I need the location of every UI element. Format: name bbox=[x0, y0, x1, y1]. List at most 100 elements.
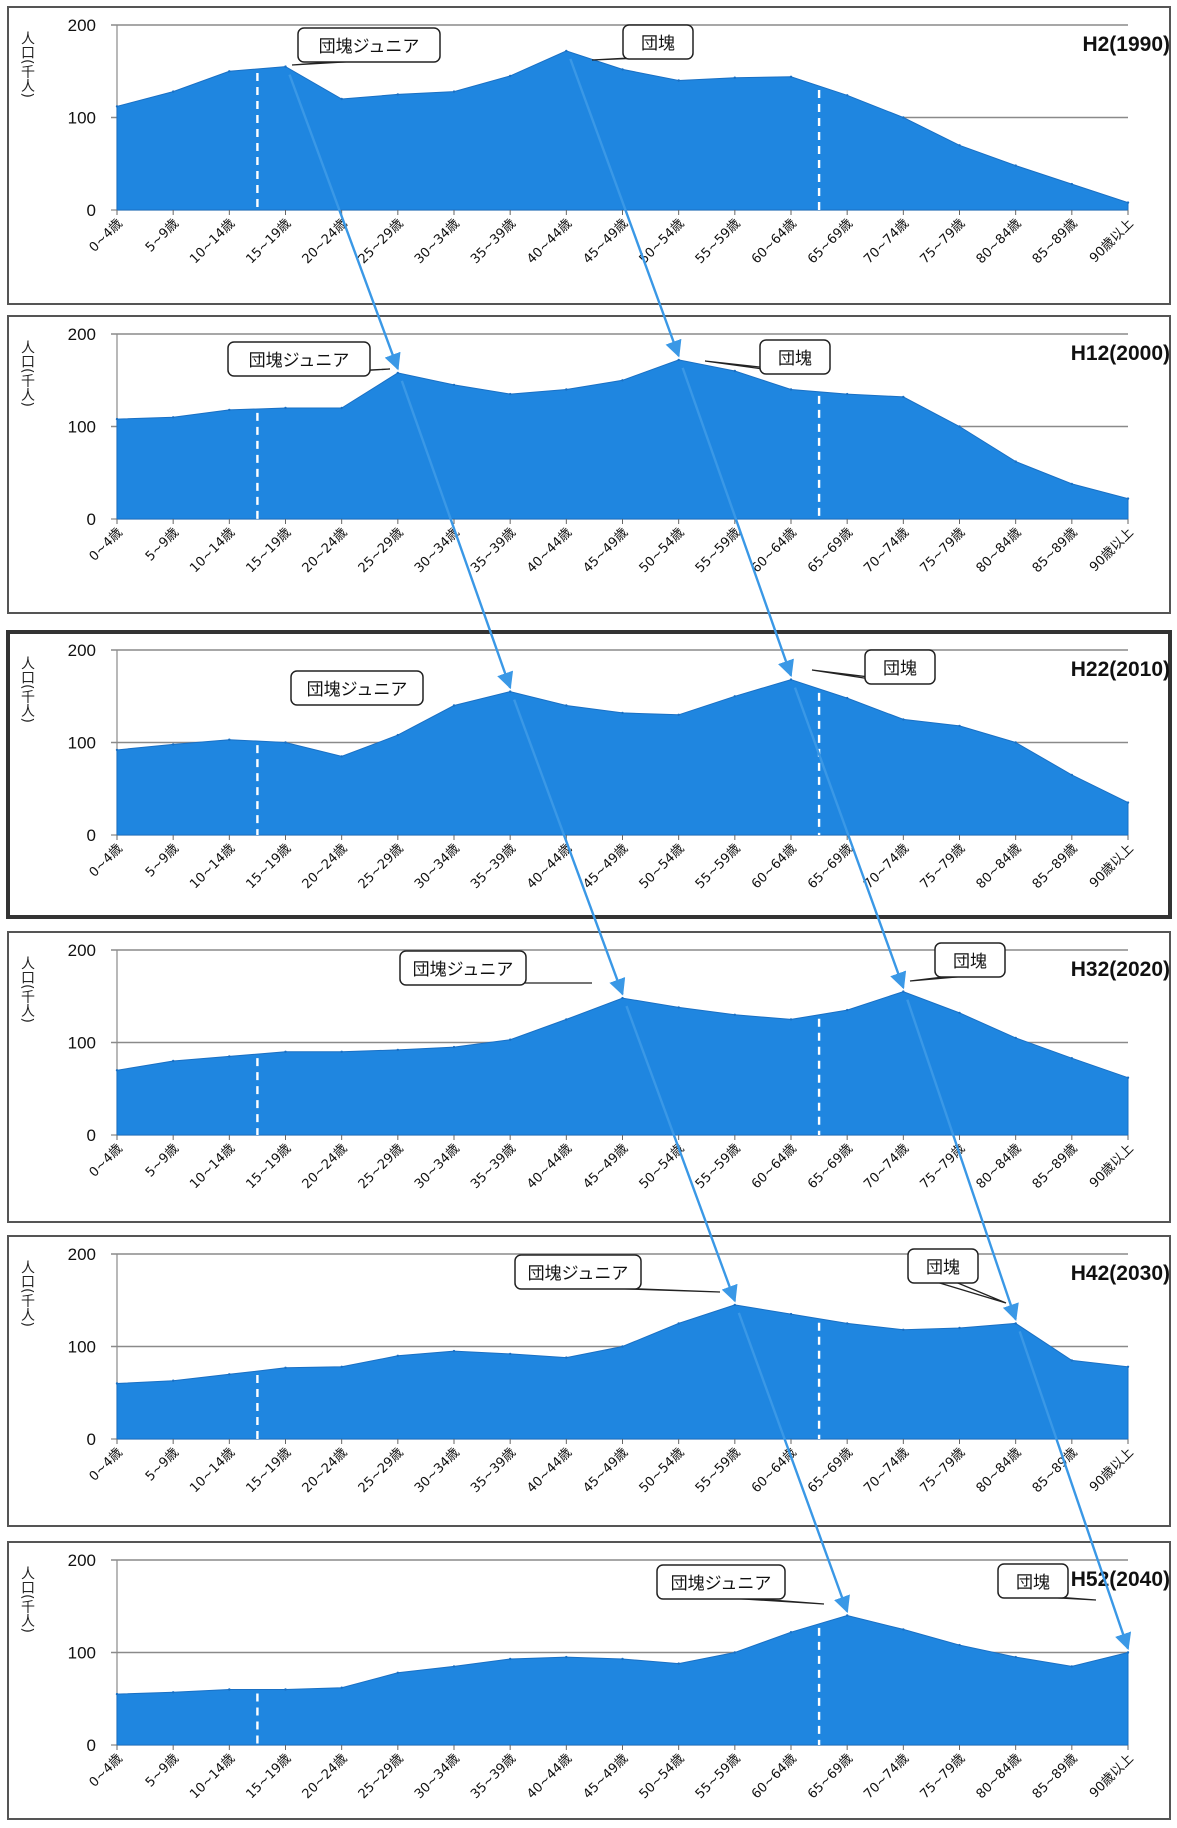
data-point bbox=[509, 1038, 512, 1041]
cohort-arrow-junior bbox=[400, 380, 514, 690]
data-point bbox=[452, 383, 456, 387]
x-tick-label: 50~54歳 bbox=[637, 841, 688, 892]
x-tick-label: 55~59歳 bbox=[693, 1751, 744, 1802]
x-tick-label: 30~34歳 bbox=[412, 841, 463, 892]
x-tick-label: 30~34歳 bbox=[412, 1445, 463, 1496]
y-axis-label: 人口(千人) bbox=[19, 31, 35, 98]
data-point bbox=[228, 1373, 231, 1376]
data-point bbox=[621, 711, 624, 715]
callout-dankai: 団塊 bbox=[811, 649, 936, 685]
callout-join bbox=[932, 1279, 954, 1282]
callout-label: 団塊ジュニア bbox=[307, 680, 408, 700]
x-tick-label: 45~49歳 bbox=[580, 525, 631, 576]
x-tick-label: 20~24歳 bbox=[300, 1751, 351, 1802]
callout-box bbox=[864, 649, 936, 685]
x-tick-label: 55~59歳 bbox=[693, 1141, 744, 1192]
data-point bbox=[1014, 1036, 1017, 1040]
x-tick-label: 15~19歳 bbox=[243, 1445, 294, 1496]
x-tick-label: 5~9歳 bbox=[143, 1445, 182, 1484]
x-tick-label: 60~64歳 bbox=[749, 841, 800, 892]
x-tick-label: 55~59歳 bbox=[693, 841, 744, 892]
y-tick-label: 200 bbox=[68, 325, 96, 344]
cohort-arrow-dankai bbox=[569, 58, 682, 358]
data-point bbox=[1070, 773, 1074, 777]
cohort-arrow-dankai bbox=[906, 999, 1019, 1321]
cohort-arrow-junior bbox=[737, 1312, 850, 1614]
x-tick-label: 15~19歳 bbox=[243, 1751, 294, 1802]
y-tick-label: 100 bbox=[68, 734, 96, 753]
x-tick-label: 75~79歳 bbox=[917, 1751, 968, 1802]
x-tick-label: 5~9歳 bbox=[143, 1751, 182, 1790]
y-tick-label: 200 bbox=[68, 1551, 96, 1570]
cohort-arrow-dankai bbox=[793, 687, 907, 990]
y-tick-label: 100 bbox=[68, 1338, 96, 1357]
cohort-arrow-dankai bbox=[1018, 1330, 1132, 1651]
data-point bbox=[1014, 164, 1017, 167]
data-point bbox=[1126, 201, 1130, 204]
data-point bbox=[340, 1365, 343, 1369]
panel-3: 人口(千人) 0 100 200 0~4歳 5~9歳 10~14歳 15~19歳 20~24歳 2… bbox=[6, 630, 1172, 919]
data-point bbox=[677, 79, 680, 82]
y-tick-label: 0 bbox=[87, 510, 96, 529]
x-tick-label: 10~14歳 bbox=[187, 525, 238, 576]
data-point bbox=[1126, 801, 1130, 804]
data-point bbox=[509, 392, 512, 396]
callout-label: 団塊 bbox=[778, 349, 812, 369]
data-point bbox=[396, 93, 399, 96]
x-tick-label: 5~9歳 bbox=[143, 841, 182, 880]
series-area bbox=[116, 991, 1129, 1136]
data-point bbox=[677, 358, 680, 362]
data-point bbox=[115, 1069, 119, 1072]
data-point bbox=[509, 690, 512, 693]
callout-label: 団塊 bbox=[641, 34, 675, 54]
x-tick-label: 75~79歳 bbox=[917, 1141, 968, 1192]
y-tick-label: 200 bbox=[68, 641, 96, 660]
callout-box bbox=[297, 27, 441, 63]
x-tick-label: 80~84歳 bbox=[974, 216, 1025, 267]
data-point bbox=[621, 68, 624, 71]
data-point bbox=[958, 724, 961, 728]
x-tick-label: 0~4歳 bbox=[87, 1751, 126, 1790]
x-tick-label: 30~34歳 bbox=[412, 216, 463, 267]
panel-1: 人口(千人) 0 100 200 0~4歳 5~9歳 10~14歳 15~19歳 20~24歳 2… bbox=[7, 6, 1171, 305]
x-tick-label: 5~9歳 bbox=[143, 525, 182, 564]
y-axis-label: 人口(千人) bbox=[19, 656, 35, 723]
data-point bbox=[1070, 482, 1074, 486]
y-tick-label: 200 bbox=[68, 1245, 96, 1264]
x-tick-label: 90歳以上 bbox=[1087, 1141, 1137, 1191]
x-tick-label: 75~79歳 bbox=[917, 1445, 968, 1496]
data-point bbox=[396, 371, 399, 375]
x-tick-label: 0~4歳 bbox=[87, 1445, 126, 1484]
data-point bbox=[228, 70, 231, 73]
data-point bbox=[902, 990, 905, 993]
data-point bbox=[621, 996, 624, 1000]
data-point bbox=[509, 74, 512, 78]
panel-title: H52(2040) bbox=[1071, 1568, 1170, 1591]
x-tick-label: 55~59歳 bbox=[693, 525, 744, 576]
x-tick-label: 85~89歳 bbox=[1030, 841, 1081, 892]
data-point bbox=[565, 1655, 568, 1659]
data-point bbox=[284, 1050, 287, 1054]
callout-dankai-junior: 団塊ジュニア bbox=[656, 1564, 825, 1605]
y-tick-label: 0 bbox=[87, 1430, 96, 1449]
data-point bbox=[789, 1312, 793, 1316]
x-tick-label: 45~49歳 bbox=[580, 216, 631, 267]
callout-dankai-junior: 団塊ジュニア bbox=[227, 341, 391, 377]
callout-join bbox=[288, 372, 310, 375]
x-tick-label: 85~89歳 bbox=[1030, 1141, 1081, 1192]
data-point bbox=[396, 1671, 399, 1675]
data-point bbox=[228, 1688, 231, 1691]
data-point bbox=[509, 1657, 512, 1661]
callout-label: 団塊 bbox=[883, 659, 917, 679]
data-point bbox=[1014, 741, 1017, 744]
x-tick-label: 50~54歳 bbox=[637, 525, 688, 576]
panel-title: H22(2010) bbox=[1071, 658, 1170, 681]
y-axis-label: 人口(千人) bbox=[19, 1260, 35, 1327]
cohort-arrow-junior bbox=[625, 1005, 738, 1303]
data-point bbox=[733, 1651, 736, 1654]
x-tick-label: 35~39歳 bbox=[468, 216, 519, 267]
panel-frame bbox=[7, 1541, 1171, 1820]
data-point bbox=[902, 395, 905, 399]
callout-dankai-junior: 団塊ジュニア bbox=[291, 27, 441, 66]
